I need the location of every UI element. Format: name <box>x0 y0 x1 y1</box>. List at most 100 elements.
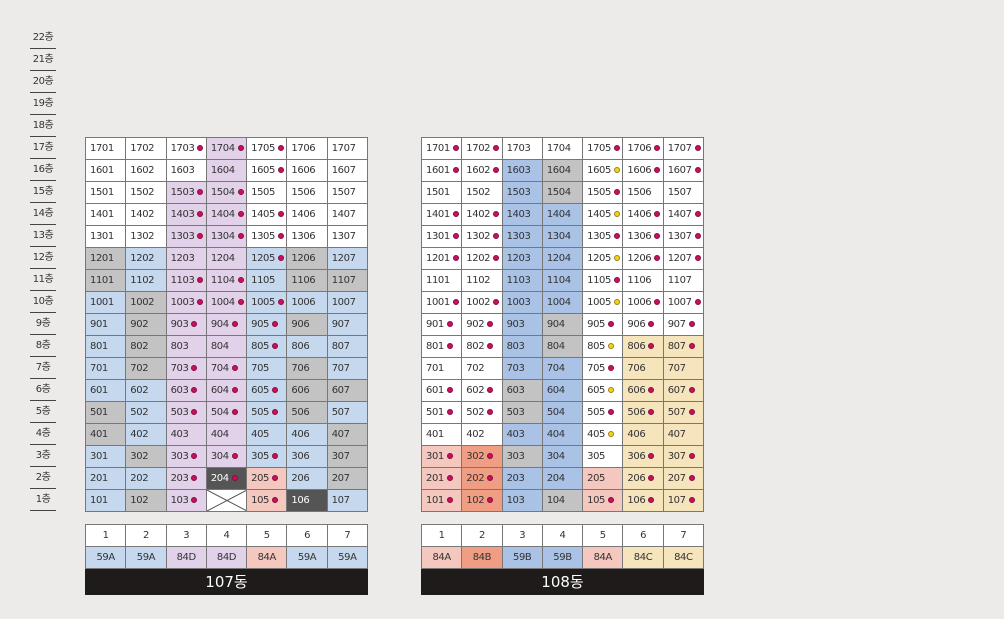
unit-cell[interactable]: 302 <box>126 446 167 468</box>
unit-cell[interactable]: 1006 <box>623 292 664 314</box>
unit-cell[interactable]: 1403 <box>502 204 543 226</box>
unit-cell[interactable]: 301 <box>422 446 463 468</box>
unit-cell[interactable]: 1507 <box>327 182 368 204</box>
unit-cell[interactable]: 801 <box>422 336 463 358</box>
unit-cell[interactable]: 207 <box>663 468 704 490</box>
unit-cell[interactable]: 1605 <box>247 160 288 182</box>
unit-cell[interactable]: 702 <box>462 358 503 380</box>
unit-cell[interactable]: 1003 <box>166 292 207 314</box>
unit-cell[interactable]: 1102 <box>462 270 503 292</box>
unit-cell[interactable]: 106 <box>623 490 664 512</box>
unit-cell[interactable]: 703 <box>166 358 207 380</box>
unit-cell[interactable]: 1101 <box>422 270 463 292</box>
unit-cell[interactable]: 1505 <box>247 182 288 204</box>
unit-cell[interactable]: 205 <box>583 468 624 490</box>
unit-cell[interactable]: 1406 <box>287 204 328 226</box>
unit-cell[interactable]: 607 <box>663 380 704 402</box>
unit-cell[interactable]: 302 <box>462 446 503 468</box>
unit-cell[interactable]: 1001 <box>86 292 127 314</box>
unit-cell[interactable]: 1302 <box>462 226 503 248</box>
unit-cell[interactable]: 107 <box>327 490 368 512</box>
unit-cell[interactable]: 1707 <box>663 138 704 160</box>
unit-cell[interactable]: 1207 <box>663 248 704 270</box>
unit-cell[interactable]: 606 <box>287 380 328 402</box>
unit-cell[interactable]: 1704 <box>206 138 248 160</box>
unit-cell[interactable]: 202 <box>126 468 167 490</box>
unit-cell[interactable]: 906 <box>623 314 664 336</box>
unit-cell[interactable]: 1606 <box>623 160 664 182</box>
unit-cell[interactable]: 406 <box>623 424 664 446</box>
unit-cell[interactable]: 1107 <box>663 270 704 292</box>
unit-cell[interactable]: 1703 <box>502 138 543 160</box>
unit-cell[interactable]: 1303 <box>166 226 207 248</box>
unit-cell[interactable]: 806 <box>287 336 328 358</box>
unit-cell[interactable]: 106 <box>287 490 328 512</box>
unit-cell[interactable]: 1202 <box>462 248 503 270</box>
unit-cell[interactable]: 306 <box>623 446 664 468</box>
unit-cell[interactable]: 1205 <box>247 248 288 270</box>
unit-cell[interactable]: 807 <box>663 336 704 358</box>
unit-cell[interactable]: 1106 <box>623 270 664 292</box>
unit-cell[interactable]: 1407 <box>663 204 704 226</box>
unit-cell[interactable]: 1102 <box>126 270 167 292</box>
unit-cell[interactable]: 306 <box>287 446 328 468</box>
unit-cell[interactable]: 1403 <box>166 204 207 226</box>
unit-cell[interactable]: 304 <box>542 446 584 468</box>
unit-cell[interactable]: 1001 <box>422 292 463 314</box>
unit-cell[interactable]: 307 <box>663 446 704 468</box>
unit-cell[interactable]: 1601 <box>422 160 463 182</box>
unit-cell[interactable]: 1706 <box>287 138 328 160</box>
unit-cell[interactable]: 1004 <box>542 292 584 314</box>
unit-cell[interactable]: 1007 <box>327 292 368 314</box>
unit-cell[interactable]: 202 <box>462 468 503 490</box>
unit-cell[interactable]: 1507 <box>663 182 704 204</box>
unit-cell[interactable]: 1404 <box>542 204 584 226</box>
unit-cell[interactable]: 803 <box>166 336 207 358</box>
unit-cell[interactable]: 406 <box>287 424 328 446</box>
unit-cell[interactable]: 604 <box>206 380 248 402</box>
unit-cell[interactable]: 401 <box>86 424 127 446</box>
unit-cell[interactable]: 1605 <box>583 160 624 182</box>
unit-cell[interactable]: 1402 <box>462 204 503 226</box>
unit-cell[interactable]: 904 <box>206 314 248 336</box>
unit-cell[interactable]: 1501 <box>422 182 463 204</box>
unit-cell[interactable]: 1506 <box>287 182 328 204</box>
unit-cell[interactable]: 407 <box>327 424 368 446</box>
unit-cell[interactable]: 301 <box>86 446 127 468</box>
unit-cell[interactable]: 801 <box>86 336 127 358</box>
unit-cell[interactable]: 1401 <box>86 204 127 226</box>
unit-cell[interactable]: 1602 <box>126 160 167 182</box>
unit-cell[interactable]: 1202 <box>126 248 167 270</box>
unit-cell[interactable]: 304 <box>206 446 248 468</box>
unit-cell[interactable]: 204 <box>542 468 584 490</box>
unit-cell[interactable]: 602 <box>462 380 503 402</box>
unit-cell[interactable]: 506 <box>623 402 664 424</box>
unit-cell[interactable]: 201 <box>86 468 127 490</box>
unit-cell[interactable]: 1303 <box>502 226 543 248</box>
unit-cell[interactable]: 803 <box>502 336 543 358</box>
unit-cell[interactable]: 102 <box>462 490 503 512</box>
unit-cell[interactable]: 1002 <box>126 292 167 314</box>
unit-cell[interactable]: 1302 <box>126 226 167 248</box>
unit-cell[interactable]: 1706 <box>623 138 664 160</box>
unit-cell[interactable]: 907 <box>663 314 704 336</box>
unit-cell[interactable]: 1007 <box>663 292 704 314</box>
unit-cell[interactable]: 1504 <box>206 182 248 204</box>
unit-cell[interactable]: 902 <box>462 314 503 336</box>
unit-cell[interactable]: 402 <box>462 424 503 446</box>
unit-cell[interactable]: 505 <box>247 402 288 424</box>
unit-cell[interactable]: 1105 <box>583 270 624 292</box>
unit-cell[interactable]: 1406 <box>623 204 664 226</box>
unit-cell[interactable]: 1101 <box>86 270 127 292</box>
unit-cell[interactable]: 1204 <box>206 248 248 270</box>
unit-cell[interactable]: 1106 <box>287 270 328 292</box>
unit-cell[interactable]: 504 <box>206 402 248 424</box>
unit-cell[interactable]: 1206 <box>623 248 664 270</box>
unit-cell[interactable]: 704 <box>206 358 248 380</box>
unit-cell[interactable]: 707 <box>663 358 704 380</box>
unit-cell[interactable]: 1203 <box>502 248 543 270</box>
unit-cell[interactable]: 802 <box>126 336 167 358</box>
unit-cell[interactable]: 501 <box>86 402 127 424</box>
unit-cell[interactable]: 207 <box>327 468 368 490</box>
unit-cell[interactable]: 307 <box>327 446 368 468</box>
